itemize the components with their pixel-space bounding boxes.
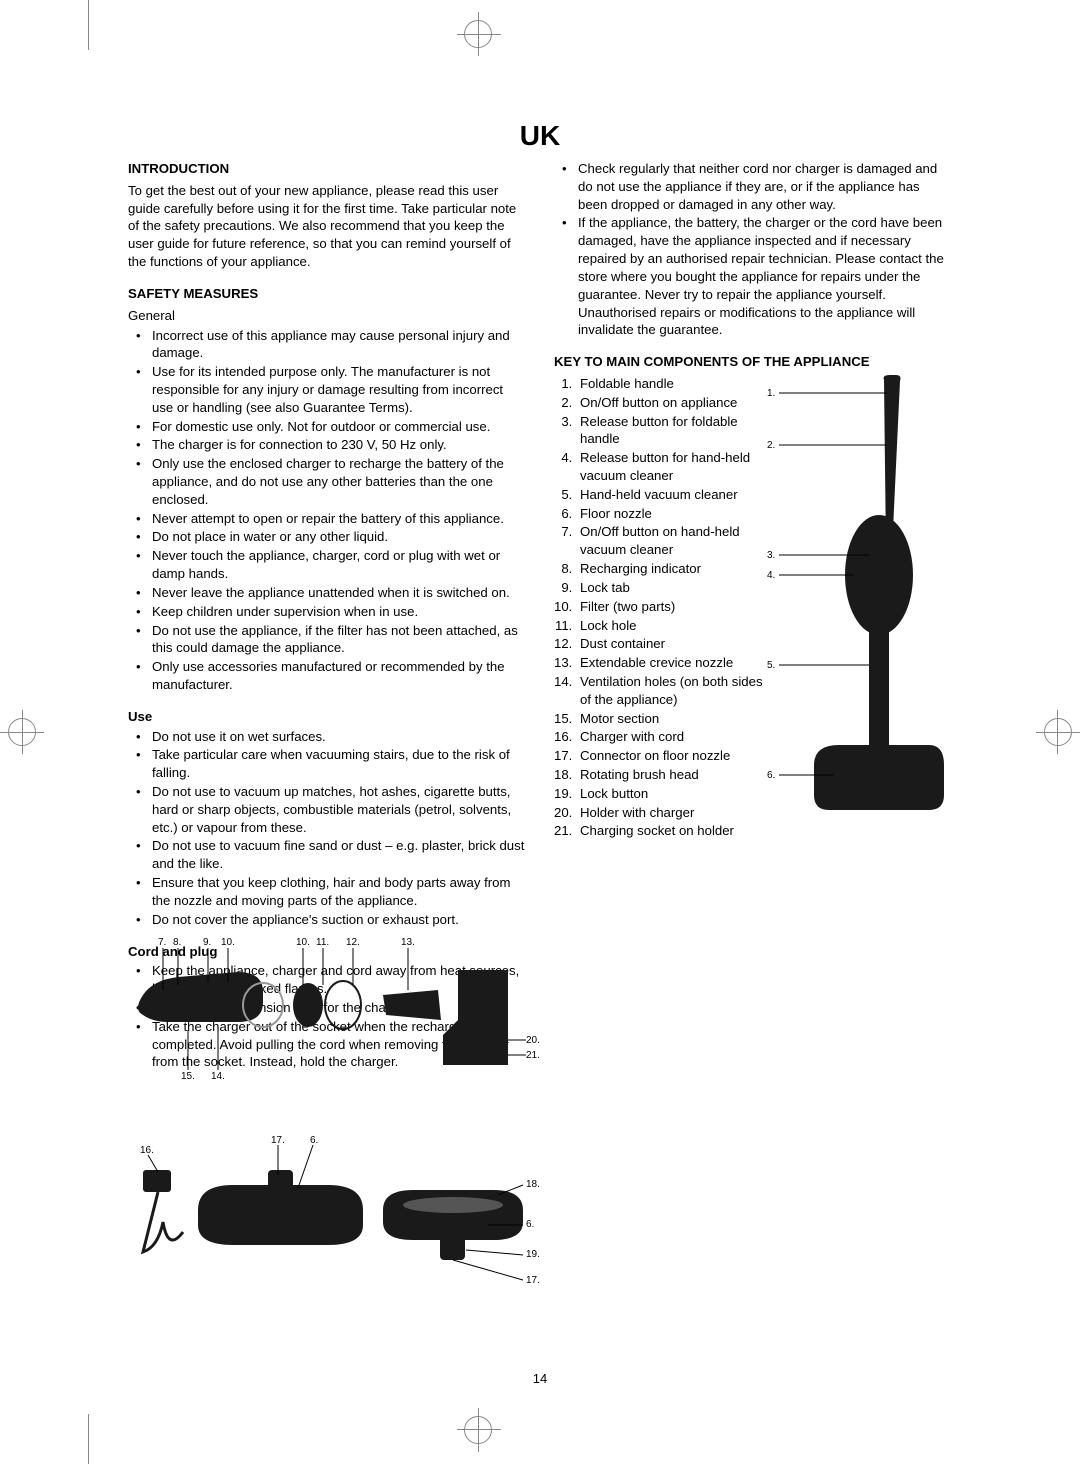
intro-heading: INTRODUCTION: [128, 160, 526, 178]
list-item: Never leave the appliance unattended whe…: [128, 584, 526, 602]
list-item: Ensure that you keep clothing, hair and …: [128, 874, 526, 910]
callout-4: 4.: [767, 569, 775, 583]
handheld-diagram: 7. 8. 9. 10. 10. 11. 12. 13. 15. 14. 20.…: [128, 940, 526, 1100]
list-item: Incorrect use of this appliance may caus…: [128, 327, 526, 363]
component-item: Ventilation holes (on both sides of the …: [576, 673, 769, 709]
nozzle-diagram: 16. 17. 6. 18. 6. 19. 17.: [128, 1130, 526, 1310]
list-item: Do not use the appliance, if the filter …: [128, 622, 526, 658]
callout-13: 13.: [401, 936, 415, 950]
crop-mark: [88, 1414, 89, 1464]
component-item: Lock tab: [576, 579, 769, 597]
list-item: Use for its intended purpose only. The m…: [128, 363, 526, 416]
components-list-wrap: Foldable handleOn/Off button on applianc…: [554, 375, 769, 854]
callout-1: 1.: [767, 387, 775, 401]
callout-8: 8.: [173, 936, 181, 950]
component-item: Dust container: [576, 635, 769, 653]
component-item: Extendable crevice nozzle: [576, 654, 769, 672]
list-item: For domestic use only. Not for outdoor o…: [128, 418, 526, 436]
components-wrap: Foldable handleOn/Off button on applianc…: [554, 375, 952, 854]
callout-10b: 10.: [296, 936, 310, 950]
component-item: Charger with cord: [576, 728, 769, 746]
callout-12: 12.: [346, 936, 360, 950]
callout-14: 14.: [211, 1070, 225, 1084]
page-title: UK: [0, 120, 1080, 152]
list-item: Only use the enclosed charger to recharg…: [128, 455, 526, 508]
callout-17b: 17.: [526, 1274, 540, 1288]
component-item: On/Off button on appliance: [576, 394, 769, 412]
callout-21: 21.: [526, 1049, 540, 1063]
component-item: Lock hole: [576, 617, 769, 635]
list-item: The charger is for connection to 230 V, …: [128, 436, 526, 454]
main-vacuum-diagram: 1. 2. 3. 4. 5. 6.: [779, 375, 952, 854]
component-item: Release button for foldable handle: [576, 413, 769, 449]
reg-mark: [464, 1416, 492, 1444]
component-item: Charging socket on holder: [576, 822, 769, 840]
components-list: Foldable handleOn/Off button on applianc…: [554, 375, 769, 840]
callout-5: 5.: [767, 659, 775, 673]
component-item: Lock button: [576, 785, 769, 803]
callout-6: 6.: [767, 769, 775, 783]
callout-6b: 6.: [310, 1134, 318, 1148]
list-item: Only use accessories manufactured or rec…: [128, 658, 526, 694]
callout-15: 15.: [181, 1070, 195, 1084]
callout-19: 19.: [526, 1248, 540, 1262]
list-item: If the appliance, the battery, the charg…: [554, 214, 952, 339]
list-item: Do not place in water or any other liqui…: [128, 528, 526, 546]
component-item: Filter (two parts): [576, 598, 769, 616]
general-list: Incorrect use of this appliance may caus…: [128, 327, 526, 694]
component-item: Holder with charger: [576, 804, 769, 822]
component-item: Recharging indicator: [576, 560, 769, 578]
callout-3: 3.: [767, 549, 775, 563]
intro-text: To get the best out of your new applianc…: [128, 182, 526, 271]
reg-mark: [1044, 718, 1072, 746]
crop-mark: [88, 0, 89, 50]
component-item: Hand-held vacuum cleaner: [576, 486, 769, 504]
reg-mark: [8, 718, 36, 746]
callout-18: 18.: [526, 1178, 540, 1192]
component-item: Motor section: [576, 710, 769, 728]
callout-9: 9.: [203, 936, 211, 950]
component-item: Rotating brush head: [576, 766, 769, 784]
list-item: Do not use to vacuum fine sand or dust –…: [128, 837, 526, 873]
vacuum-svg: [779, 375, 949, 845]
list-item: Keep children under supervision when in …: [128, 603, 526, 621]
list-item: Do not use it on wet surfaces.: [128, 728, 526, 746]
callout-10a: 10.: [221, 936, 235, 950]
callout-2: 2.: [767, 439, 775, 453]
component-item: Release button for hand-held vacuum clea…: [576, 449, 769, 485]
component-item: Connector on floor nozzle: [576, 747, 769, 765]
page-number: 14: [0, 1371, 1080, 1386]
general-label: General: [128, 307, 526, 325]
safety-heading: SAFETY MEASURES: [128, 285, 526, 303]
reg-mark: [464, 20, 492, 48]
content-area: INTRODUCTION To get the best out of your…: [128, 160, 952, 1085]
list-item: Never touch the appliance, charger, cord…: [128, 547, 526, 583]
callout-6c: 6.: [526, 1218, 534, 1232]
callout-7: 7.: [158, 936, 166, 950]
list-item: Do not cover the appliance's suction or …: [128, 911, 526, 929]
cord-cont-list: Check regularly that neither cord nor ch…: [554, 160, 952, 339]
callout-20: 20.: [526, 1034, 540, 1048]
use-label: Use: [128, 708, 526, 726]
callout-11: 11.: [316, 936, 329, 950]
list-item: Check regularly that neither cord nor ch…: [554, 160, 952, 213]
list-item: Take particular care when vacuuming stai…: [128, 746, 526, 782]
component-item: On/Off button on hand-held vacuum cleane…: [576, 523, 769, 559]
callout-16: 16.: [140, 1144, 154, 1158]
key-heading: KEY TO MAIN COMPONENTS OF THE APPLIANCE: [554, 353, 952, 371]
callout-17a: 17.: [271, 1134, 285, 1148]
component-item: Foldable handle: [576, 375, 769, 393]
list-item: Do not use to vacuum up matches, hot ash…: [128, 783, 526, 836]
list-item: Never attempt to open or repair the batt…: [128, 510, 526, 528]
right-column: Check regularly that neither cord nor ch…: [554, 160, 952, 1085]
use-list: Do not use it on wet surfaces.Take parti…: [128, 728, 526, 929]
component-item: Floor nozzle: [576, 505, 769, 523]
